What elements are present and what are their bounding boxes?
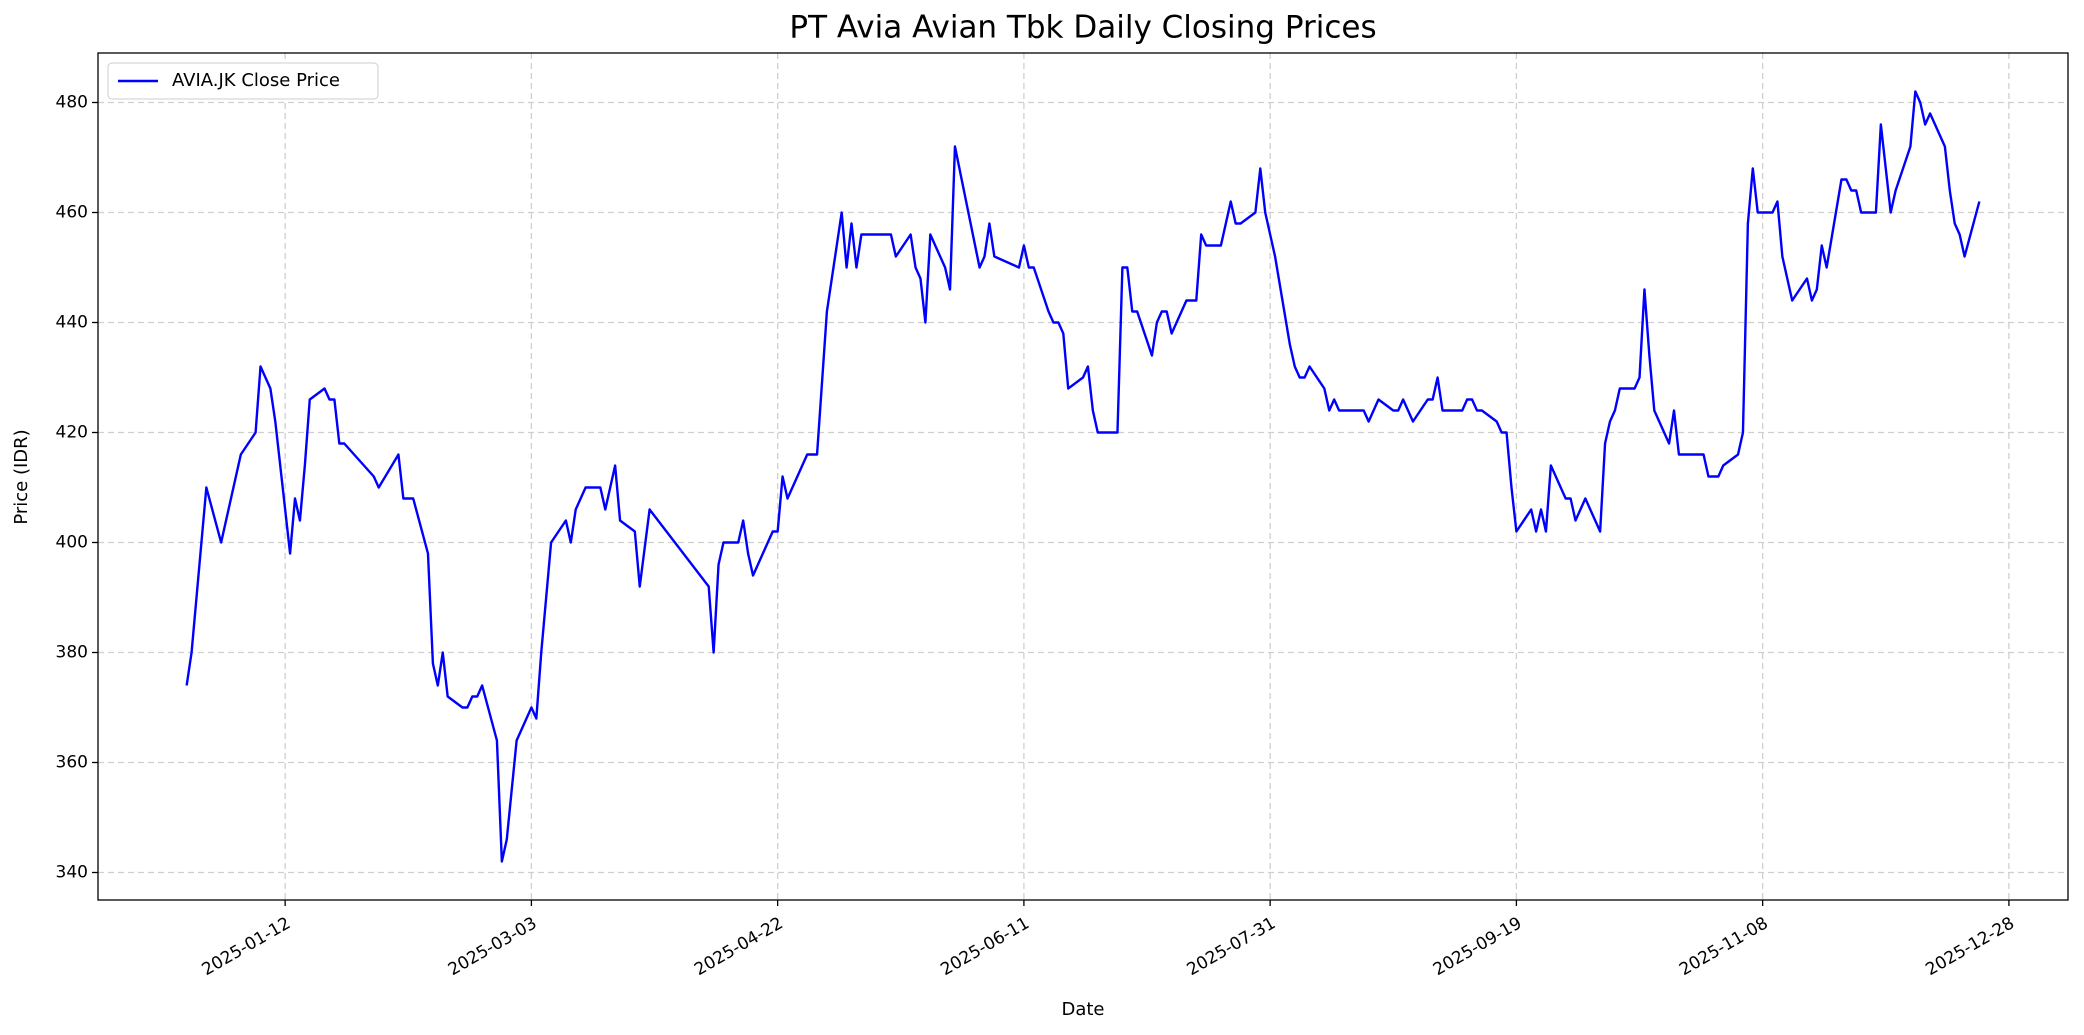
y-tick-label: 340 — [56, 863, 88, 883]
y-tick-label: 400 — [56, 533, 88, 553]
x-tick-label: 2025-09-19 — [1430, 913, 1526, 980]
x-tick-label: 2025-07-31 — [1184, 913, 1280, 980]
y-tick-label: 480 — [56, 93, 88, 113]
legend-label: AVIA.JK Close Price — [172, 70, 340, 91]
legend: AVIA.JK Close Price — [107, 62, 379, 100]
x-tick-label: 2025-01-12 — [199, 913, 295, 980]
y-axis-label: Price (IDR) — [11, 429, 32, 524]
x-tick-label: 2025-04-22 — [691, 913, 787, 980]
y-tick-label: 440 — [56, 313, 88, 333]
legend-box — [107, 62, 379, 100]
x-tick-label: 2025-06-11 — [937, 913, 1033, 980]
y-tick-label: 460 — [56, 203, 88, 223]
x-tick-label: 2025-03-03 — [445, 913, 541, 980]
plot-frame — [97, 52, 2069, 901]
price-line — [185, 90, 1981, 863]
x-tick-label: 2025-12-28 — [1922, 913, 2018, 980]
y-tick-label: 380 — [56, 643, 88, 663]
x-axis-label: Date — [1061, 999, 1104, 1020]
y-tick-label: 420 — [56, 423, 88, 443]
y-tick-label: 360 — [56, 753, 88, 773]
chart-title: PT Avia Avian Tbk Daily Closing Prices — [789, 10, 1376, 46]
x-tick-label: 2025-11-08 — [1676, 913, 1772, 980]
